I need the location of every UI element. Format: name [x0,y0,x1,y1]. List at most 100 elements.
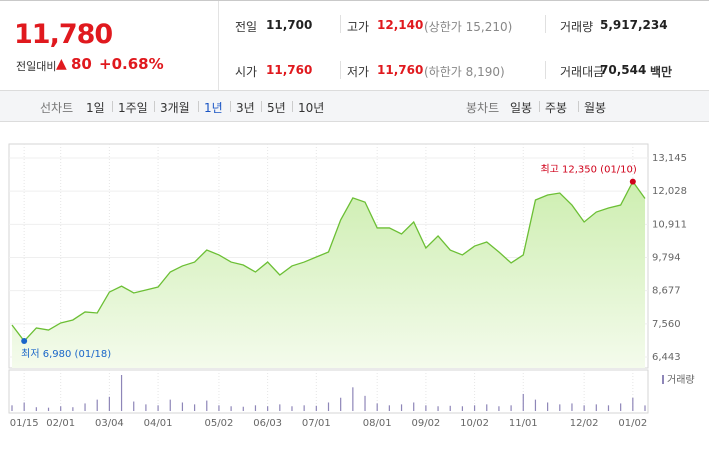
volume-bar [47,407,50,411]
price-area [12,181,645,368]
volume-bar [133,401,135,411]
change-arrow: ▲ [56,56,67,72]
x-tick-label: 06/03 [253,418,282,429]
volume-bar [206,400,208,411]
x-tick-label: 02/01 [46,418,75,429]
annotation-dot [629,178,636,185]
volume-bar [23,402,25,411]
volume-bar [510,405,512,411]
volume-bar [583,405,585,411]
y-tick-label: 12,028 [652,186,687,197]
volume-bar [340,397,342,411]
volume-bar [72,407,74,411]
stat-note: (하한가 8,190) [424,65,505,79]
x-tick-label: 09/02 [411,418,440,429]
tab[interactable]: 1년 [204,101,223,115]
stat-label: 거래대금 [560,65,605,79]
volume-bar [413,402,415,411]
divider [340,15,341,33]
tab[interactable]: 1일 [86,101,105,115]
stat-value: 12,140 [377,18,424,32]
x-tick-label: 07/01 [302,418,331,429]
stat-value: 70,544 [600,63,647,77]
tab[interactable]: 주봉 [545,101,568,115]
volume-legend-swatch [662,375,664,384]
volume-bar [315,405,317,411]
volume-bar [364,395,366,411]
volume-bar [559,404,561,411]
tab[interactable]: 일봉 [510,101,533,115]
volume-bar [96,399,98,411]
change-label: 전일대비 [16,60,57,73]
stat-label: 시가 [235,65,258,79]
tab[interactable]: 10년 [298,101,325,115]
tab-separator [230,101,231,112]
stat-value: 11,760 [377,63,424,77]
volume-bar [534,399,537,411]
volume-bar [157,405,159,411]
volume-bar [498,406,500,411]
x-tick-label: 05/02 [205,418,234,429]
volume-bar [11,405,13,411]
tab-group-label: 선차트 [40,101,74,115]
stat-value: 11,700 [266,18,313,32]
volume-bar [632,397,634,411]
volume-bar [449,405,451,411]
x-tick-label: 01/15 [10,418,39,429]
annotation-label: 최고 12,350 (01/10) [540,164,636,176]
divider [340,61,341,79]
volume-bar [388,405,390,411]
volume-bar [108,396,110,411]
divider [545,61,546,79]
tab[interactable]: 5년 [267,101,286,115]
tab-separator [261,101,262,112]
volume-bar [473,405,476,411]
tab-separator [198,101,199,112]
x-tick-label: 08/01 [363,418,392,429]
volume-bar [242,406,244,411]
volume-bar [644,405,646,411]
tab[interactable]: 3개월 [160,101,190,115]
volume-frame [8,369,649,414]
chart-tabs: 선차트 1일 1주일 3개월 1년 3년 5년 10년 봉차트 일봉 주봉 월봉 [0,90,709,122]
x-tick-label: 10/02 [460,418,489,429]
tab-separator [292,101,293,112]
annotation-label: 최저 6,980 (01/18) [21,348,111,360]
stat-label: 고가 [347,20,370,34]
volume-bar [303,405,305,411]
tab-separator [578,101,579,112]
volume-bar [437,406,439,411]
x-tick-label: 03/04 [95,418,124,429]
volume-bar [84,403,86,411]
volume-bar [352,387,354,411]
stat-label: 저가 [347,65,370,79]
tab[interactable]: 1주일 [118,101,148,115]
y-tick-label: 8,677 [652,286,681,297]
stat-value: 5,917,234 [600,18,668,32]
x-tick-label: 11/01 [509,418,538,429]
y-tick-label: 6,443 [652,352,681,363]
tab-separator [112,101,113,112]
volume-bar [620,403,622,411]
price: 11,780 [14,19,113,50]
x-tick-label: 04/01 [144,418,173,429]
stat-label: 전일 [235,20,258,34]
volume-bar [327,402,330,411]
volume-bar [486,404,488,411]
volume-bar [218,405,220,411]
tab-separator [539,101,540,112]
chart: 6,443 7,560 8,677 9,794 10,911 12,028 13,145 01… [8,143,695,429]
y-tick-label: 7,560 [652,319,681,330]
volume-bar [400,404,403,411]
volume-bar [291,406,293,411]
volume-bar [230,406,232,411]
tab[interactable]: 월봉 [584,101,607,115]
tab[interactable]: 3년 [236,101,255,115]
volume-bar [425,405,427,411]
stat-note: (상한가 15,210) [424,20,513,34]
volume-bar [547,402,549,411]
stat-label: 거래량 [560,20,594,34]
tab-separator [154,101,155,112]
tab-group-label: 봉차트 [466,101,500,115]
